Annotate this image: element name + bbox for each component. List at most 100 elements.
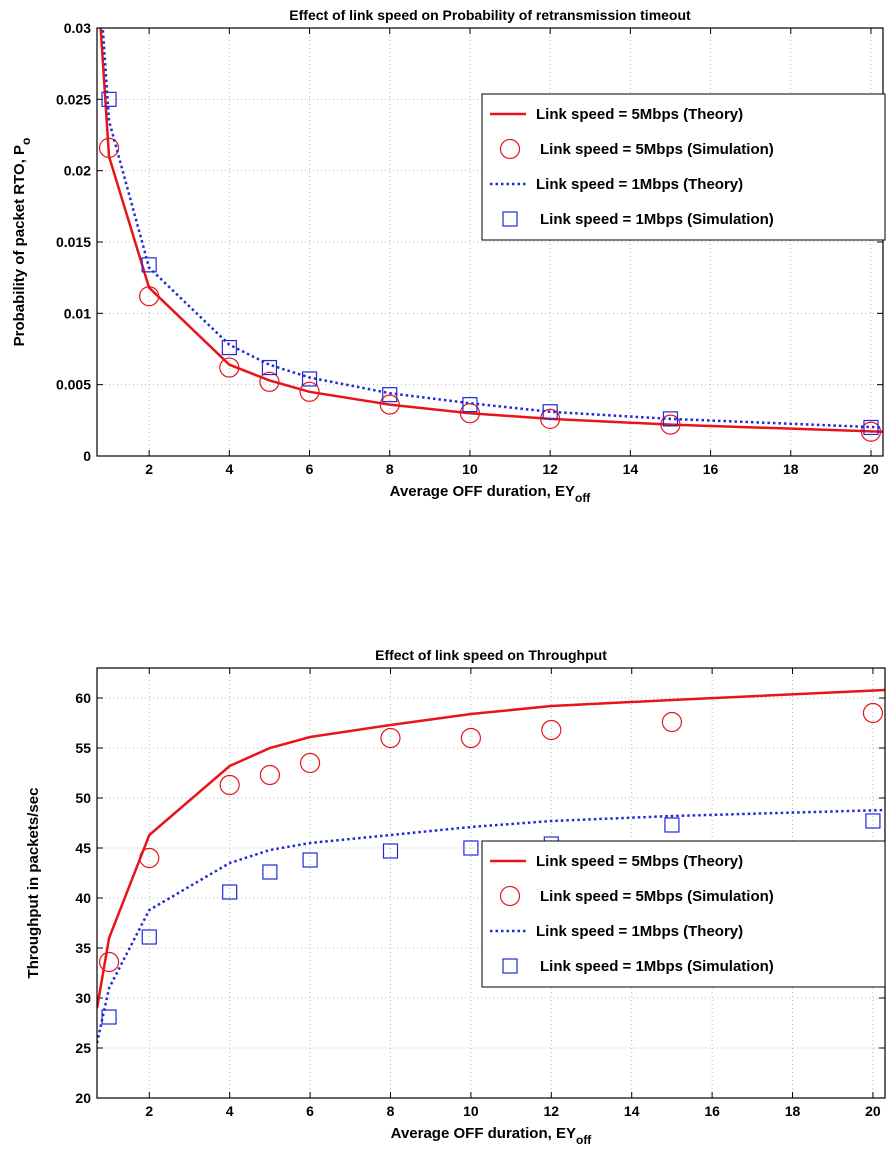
- data-point-square: [542, 404, 558, 420]
- chart-title: Effect of link speed on Throughput: [375, 647, 607, 663]
- legend-swatch-square: [502, 958, 518, 974]
- legend-entry: Link speed = 5Mbps (Theory): [536, 106, 743, 123]
- x-axis-label: Average OFF duration, EYoff: [391, 1125, 593, 1147]
- data-point-circle: [459, 403, 481, 424]
- y-tick-label: 0.03: [64, 20, 91, 36]
- x-tick-label: 18: [785, 1103, 801, 1119]
- x-tick-label: 8: [387, 1103, 395, 1119]
- data-point-circle: [139, 847, 160, 869]
- series-line-3: [97, 808, 885, 1044]
- data-point-circle: [259, 371, 280, 392]
- data-point-circle: [219, 357, 240, 378]
- legend: Link speed = 5Mbps (Theory) Link speed = …: [481, 93, 886, 241]
- data-point-circle: [862, 702, 884, 724]
- data-point-square: [301, 371, 318, 387]
- legend-entry: Link speed = 5Mbps (Simulation): [540, 888, 774, 905]
- legend-swatch-circle: [499, 885, 521, 907]
- y-tick-label: 0.02: [64, 163, 91, 179]
- x-tick-label: 16: [703, 461, 719, 477]
- data-point-square: [382, 387, 398, 403]
- legend-swatch-circle: [499, 138, 521, 160]
- y-tick-label: 50: [75, 790, 91, 806]
- data-point-circle: [541, 719, 562, 741]
- data-point-circle: [460, 727, 481, 749]
- data-point-circle: [379, 394, 400, 415]
- data-point-square: [221, 339, 237, 356]
- x-axis-label-main: Average OFF duration, EY: [390, 483, 575, 500]
- y-tick-label: 0.025: [56, 91, 91, 107]
- data-point-circle: [98, 137, 120, 158]
- y-tick-label: 0: [83, 448, 91, 464]
- y-axis-label: Throughput in packets/sec: [25, 788, 42, 979]
- y-tick-label: 20: [75, 1090, 91, 1106]
- x-tick-label: 4: [226, 1103, 234, 1119]
- data-point-circle: [661, 711, 683, 733]
- y-tick-label: 60: [75, 690, 91, 706]
- y-tick-label: 25: [75, 1040, 91, 1056]
- x-tick-label: 6: [306, 461, 314, 477]
- legend-entry: Link speed = 5Mbps (Theory): [536, 853, 743, 870]
- data-point-square: [101, 1009, 117, 1025]
- legend-entry: Link speed = 5Mbps (Simulation): [540, 141, 774, 158]
- chart-title: Effect of link speed on Probability of r…: [289, 7, 691, 23]
- y-tick-label: 55: [75, 740, 91, 756]
- x-axis-label-main: Average OFF duration, EY: [391, 1125, 576, 1142]
- data-point-square: [261, 359, 278, 376]
- legend-box: [481, 93, 886, 241]
- data-point-circle: [299, 381, 320, 402]
- series-line-3: [101, 28, 883, 429]
- x-tick-label: 16: [704, 1103, 720, 1119]
- y-axis-label-main: Throughput in packets/sec: [25, 788, 42, 979]
- data-point-circle: [139, 286, 160, 307]
- y-tick-label: 45: [75, 840, 91, 856]
- data-point-square: [141, 929, 157, 945]
- x-tick-label: 10: [462, 461, 478, 477]
- x-tick-label: 4: [225, 461, 233, 477]
- legend-entry: Link speed = 1Mbps (Theory): [536, 923, 743, 940]
- legend-swatch-square: [502, 211, 518, 227]
- legend-entry: Link speed = 1Mbps (Theory): [536, 176, 743, 193]
- data-point-circle: [540, 408, 561, 430]
- data-point-square: [222, 884, 238, 900]
- x-axis-label: Average OFF duration, EYoff: [390, 483, 592, 505]
- x-tick-label: 10: [463, 1103, 479, 1119]
- y-tick-label: 40: [75, 890, 91, 906]
- y-tick-label: 30: [75, 990, 91, 1006]
- y-tick-label: 0.01: [64, 305, 91, 321]
- legend-entry: Link speed = 1Mbps (Simulation): [540, 211, 774, 228]
- x-tick-label: 20: [865, 1103, 881, 1119]
- plot-frame: [96, 27, 884, 457]
- x-tick-label: 6: [306, 1103, 314, 1119]
- y-axis-label-main: Probability of packet RTO, P: [11, 145, 28, 346]
- plot-area: [98, 28, 883, 442]
- legend-entry: Link speed = 1Mbps (Simulation): [540, 958, 774, 975]
- chart-2: 2 4 6 8 10 12 14 16 18 20 20 25 30 35 40 45 50 55 60 Effect…: [25, 647, 886, 1147]
- y-axis-label-sub: o: [19, 138, 33, 145]
- data-point-square: [262, 864, 278, 880]
- data-point-square: [863, 419, 879, 436]
- series-line-1: [99, 28, 883, 433]
- x-axis-label-sub: off: [576, 1133, 592, 1147]
- x-tick-label: 8: [386, 461, 394, 477]
- series-line-1: [97, 688, 885, 1009]
- data-point-square: [141, 257, 157, 273]
- x-tick-label: 2: [145, 1103, 153, 1119]
- data-point-circle: [259, 764, 280, 786]
- data-point-circle: [660, 414, 681, 435]
- chart-1: 2 4 6 8 10 12 14 16 18 20 0 0.005 0.01 0.015 0.02 0.025…: [11, 7, 886, 505]
- data-point-square: [382, 843, 399, 859]
- x-tick-label: 18: [783, 461, 799, 477]
- x-tick-label: 12: [542, 461, 558, 477]
- data-point-circle: [380, 727, 401, 749]
- data-point-circle: [98, 951, 120, 973]
- y-tick-label: 0.015: [56, 234, 91, 250]
- x-tick-label: 12: [544, 1103, 560, 1119]
- data-point-square: [662, 411, 679, 427]
- legend: Link speed = 5Mbps (Theory) Link speed = …: [481, 840, 886, 988]
- x-axis-label-sub: off: [575, 491, 591, 505]
- data-point-square: [865, 813, 881, 829]
- data-point-square: [302, 852, 318, 868]
- x-tick-label: 20: [863, 461, 879, 477]
- data-point-circle: [299, 752, 321, 774]
